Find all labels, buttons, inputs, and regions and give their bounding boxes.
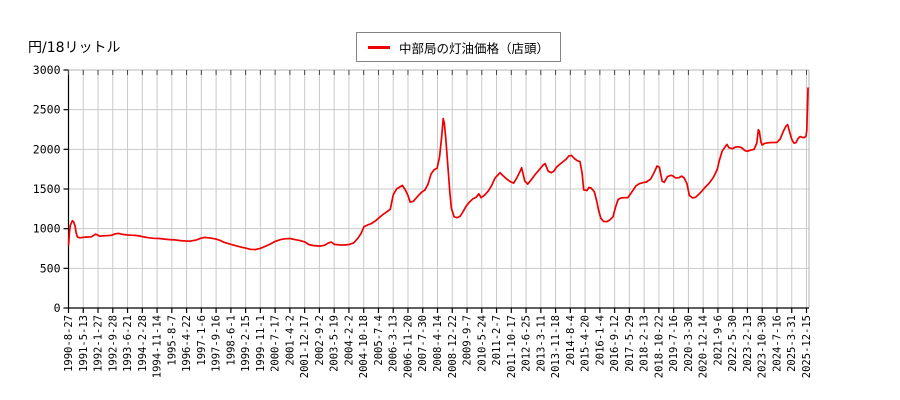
x-tick-label: 2024-7-16	[771, 315, 783, 372]
x-tick-label: 1997-9-16	[211, 315, 223, 372]
y-axis-title: 円/18リットル	[28, 40, 121, 56]
x-tick-label: 2008-12-22	[447, 315, 459, 378]
x-tick-label: 1990-8-27	[63, 315, 75, 372]
x-tick-label: 2014-8-4	[565, 315, 577, 366]
x-tick-label: 2000-7-17	[270, 315, 282, 372]
x-tick-label: 2025-12-15	[801, 315, 813, 378]
x-tick-label: 2023-2-13	[742, 315, 754, 372]
x-tick-label: 1999-11-1	[255, 315, 267, 372]
x-tick-label: 2018-2-13	[639, 315, 651, 372]
x-tick-label: 2020-12-14	[698, 315, 710, 378]
y-tick-label: 500	[40, 261, 61, 275]
x-tick-label: 2006-11-20	[402, 315, 414, 378]
x-tick-label: 2002-9-2	[314, 315, 326, 366]
x-tick-label: 2017-5-29	[624, 315, 636, 372]
y-tick-label: 3000	[33, 63, 61, 77]
x-tick-label: 2001-12-17	[299, 315, 311, 378]
x-tick-label: 2011-10-17	[506, 315, 518, 378]
x-tick-label: 2025-3-31	[786, 315, 798, 372]
x-tick-label: 1994-11-14	[152, 315, 164, 378]
x-tick-label: 2016-9-12	[609, 315, 621, 372]
legend-label: 中部局の灯油価格（店頭）	[399, 40, 550, 56]
x-tick-label: 2004-2-2	[343, 315, 355, 366]
x-tick-label: 2013-11-18	[550, 315, 562, 378]
x-tick-label: 2008-4-14	[432, 315, 444, 372]
x-tick-label: 2016-1-4	[594, 315, 606, 366]
x-tick-label: 2006-3-13	[388, 315, 400, 372]
x-tick-label: 1999-2-15	[240, 315, 252, 372]
x-tick-label: 2005-7-4	[373, 315, 385, 366]
legend: 中部局の灯油価格（店頭）	[356, 32, 562, 62]
y-tick-label: 1500	[33, 182, 61, 196]
price-series-line	[67, 87, 809, 251]
x-tick-label: 1992-1-27	[93, 315, 105, 372]
x-tick-label: 1992-9-28	[107, 315, 119, 372]
x-tick-label: 1993-6-21	[122, 315, 134, 372]
x-tick-label: 2010-5-24	[476, 315, 488, 372]
x-tick-label: 1994-2-28	[137, 315, 149, 372]
x-tick-label: 2023-10-30	[757, 315, 769, 378]
x-tick-label: 2004-10-18	[358, 315, 370, 378]
x-tick-label: 2022-5-30	[727, 315, 739, 372]
x-tick-label: 2018-10-22	[653, 315, 665, 378]
x-tick-label: 1995-8-7	[166, 315, 178, 366]
y-tick-label: 2000	[33, 142, 61, 156]
x-tick-label: 1998-6-1	[225, 315, 237, 366]
x-tick-label: 2021-9-6	[712, 315, 724, 366]
x-tick-label: 2009-9-7	[462, 315, 474, 366]
x-tick-label: 2012-6-25	[521, 315, 533, 372]
x-tick-label: 2011-2-7	[491, 315, 503, 366]
x-tick-label: 2015-4-20	[580, 315, 592, 372]
x-tick-label: 2019-7-16	[668, 315, 680, 372]
y-tick-label: 1000	[33, 222, 61, 236]
x-tick-label: 2007-7-30	[417, 315, 429, 372]
x-tick-label: 2013-3-11	[535, 315, 547, 372]
x-tick-label: 2003-5-19	[329, 315, 341, 372]
x-tick-label: 1997-1-6	[196, 315, 208, 366]
y-tick-label: 0	[54, 301, 61, 315]
x-tick-label: 2020-3-30	[683, 315, 695, 372]
x-tick-label: 2001-4-2	[284, 315, 296, 366]
legend-line-marker	[368, 45, 390, 49]
y-tick-label: 2500	[33, 103, 61, 117]
x-tick-label: 1996-4-22	[181, 315, 193, 372]
x-tick-label: 1991-5-13	[78, 315, 90, 372]
